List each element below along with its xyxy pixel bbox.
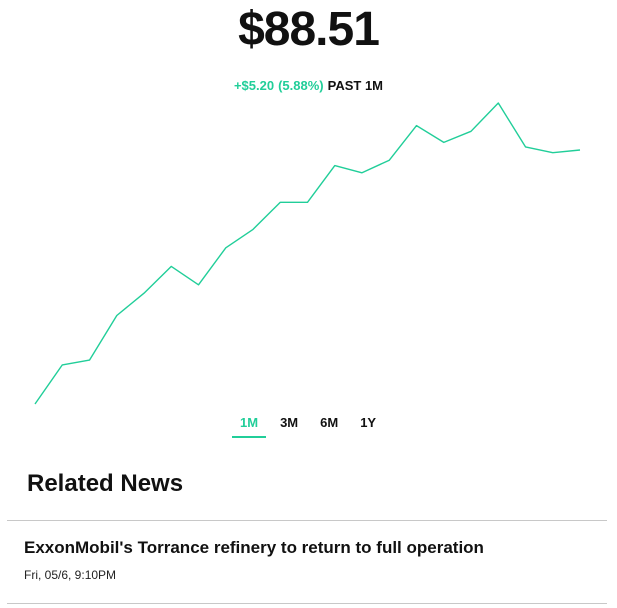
range-1m-button[interactable]: 1M (232, 413, 267, 438)
price-point-11 (332, 163, 338, 169)
price-point-12 (359, 170, 365, 176)
news-item[interactable]: ExxonMobil's Torrance refinery to return… (24, 538, 604, 582)
divider (7, 520, 607, 521)
change-percent: (5.88%) (278, 78, 324, 93)
price-point-20 (577, 147, 583, 153)
price-point-8 (250, 226, 256, 232)
price-point-15 (441, 139, 447, 145)
price-series-line (34, 102, 581, 405)
price-point-14 (414, 123, 420, 129)
price-point-3 (114, 313, 120, 319)
divider (7, 603, 607, 604)
price-point-16 (468, 128, 474, 134)
range-1y-button[interactable]: 1Y (360, 415, 377, 430)
news-timestamp: Fri, 05/6, 9:10PM (24, 568, 117, 582)
price-point-4 (141, 290, 147, 296)
price-point-18 (523, 144, 529, 150)
price-point-6 (196, 282, 202, 288)
price-change-row: +$5.20 (5.88%) PAST 1M (0, 78, 617, 93)
price-point-1 (59, 362, 65, 368)
price-point-10 (305, 199, 311, 205)
price-point-9 (277, 199, 283, 205)
change-period: PAST 1M (327, 78, 384, 93)
range-selector: 1M 3M 6M 1Y (232, 413, 390, 438)
range-6m-button[interactable]: 6M (320, 415, 339, 430)
price-point-19 (550, 150, 556, 156)
price-point-0 (32, 401, 38, 407)
range-3m-button[interactable]: 3M (280, 415, 299, 430)
price-chart[interactable] (0, 0, 617, 420)
news-headline[interactable]: ExxonMobil's Torrance refinery to return… (24, 538, 484, 557)
price-point-17 (495, 100, 501, 106)
price-point-7 (223, 245, 229, 251)
price-point-2 (87, 357, 93, 363)
related-news-heading: Related News (27, 470, 184, 497)
price-point-5 (168, 263, 174, 269)
price-point-13 (386, 157, 392, 163)
stock-price: $88.51 (238, 3, 380, 56)
change-amount: +$5.20 (233, 78, 275, 93)
